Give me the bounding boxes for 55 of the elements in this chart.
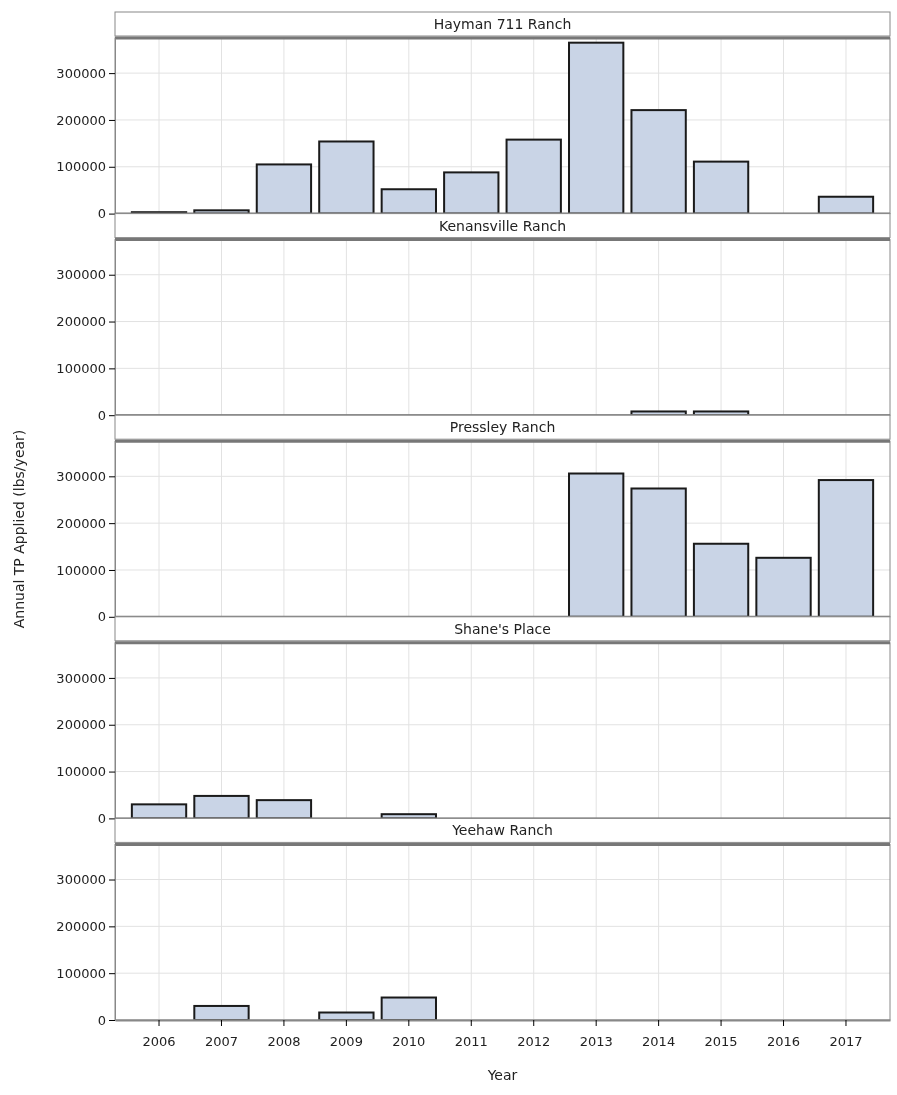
x-tick-label: 2010 (392, 1033, 426, 1049)
y-axis-title: Annual TP Applied (lbs/year) (11, 429, 27, 629)
y-tick-label: 0 (97, 407, 106, 423)
bar (505, 138, 562, 215)
x-axis-title: Year (486, 1067, 518, 1083)
x-tick-label: 2009 (329, 1033, 363, 1049)
y-tick-label: 100000 (56, 159, 106, 175)
y-tick-label: 200000 (56, 314, 106, 330)
x-tick-label: 2012 (517, 1033, 551, 1049)
x-tick-label: 2008 (267, 1033, 301, 1049)
y-tick-label: 100000 (56, 562, 106, 578)
x-tick-label: 2016 (766, 1033, 801, 1049)
chart-title: Yeehaw Ranch (451, 822, 553, 839)
y-tick-label: 300000 (56, 65, 106, 81)
y-tick-label: 0 (97, 1012, 106, 1028)
y-tick-label: 300000 (56, 267, 106, 283)
bar (568, 41, 625, 215)
bar (255, 163, 313, 215)
chart-title: Shane's Place (454, 620, 551, 637)
bar (692, 160, 750, 215)
x-tick-label: 2014 (642, 1033, 676, 1049)
x-tick-label: 2006 (142, 1033, 176, 1049)
bar (443, 171, 500, 215)
bar (692, 542, 750, 618)
bar (817, 195, 875, 215)
y-tick-label: 100000 (56, 965, 106, 981)
x-tick-label: 2011 (454, 1033, 488, 1049)
y-tick-label: 100000 (56, 361, 106, 377)
bar (630, 487, 687, 618)
y-tick-label: 300000 (56, 468, 106, 484)
bar (630, 109, 687, 215)
y-tick-label: 200000 (56, 717, 106, 733)
y-tick-label: 300000 (56, 872, 106, 888)
y-tick-label: 200000 (56, 112, 106, 128)
y-tick-label: 200000 (56, 919, 106, 935)
bar (380, 188, 437, 215)
chart-title: Kenansville Ranch (438, 217, 567, 234)
bar (318, 140, 375, 215)
x-tick-label: 2007 (204, 1033, 239, 1049)
y-tick-label: 100000 (56, 764, 106, 780)
y-tick-label: 300000 (56, 670, 106, 686)
bar (193, 794, 250, 820)
bar (817, 479, 875, 618)
y-tick-label: 200000 (56, 515, 106, 531)
x-tick-label: 2013 (579, 1033, 613, 1049)
bar (755, 556, 812, 618)
chart-title: Pressley Ranch (449, 419, 556, 436)
x-tick-label: 2015 (704, 1033, 738, 1049)
y-tick-label: 0 (97, 811, 106, 827)
y-tick-label: 0 (97, 206, 106, 222)
bar (568, 472, 625, 618)
bar (380, 996, 437, 1021)
y-tick-label: 0 (97, 609, 106, 625)
chart-title: Hayman 711 Ranch (433, 16, 572, 32)
x-tick-label: 2017 (829, 1033, 863, 1049)
